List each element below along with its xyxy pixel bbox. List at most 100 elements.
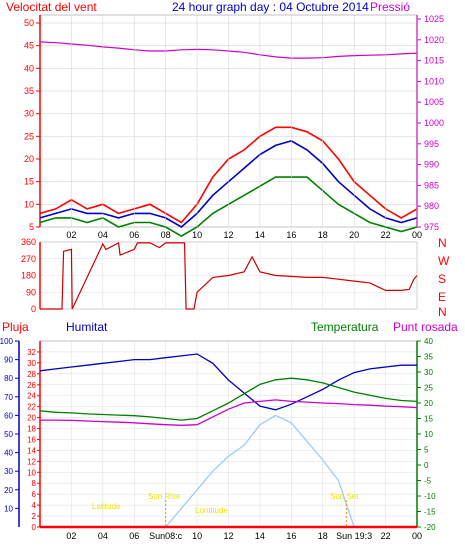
- x-tick-label: 12: [223, 531, 233, 541]
- left-tick-label: 30: [24, 109, 34, 119]
- left-tick-label: 15: [24, 177, 34, 187]
- left-tick-label: 5: [29, 222, 34, 232]
- x-tick-label: 22: [381, 230, 391, 240]
- compass-label: N: [438, 236, 447, 250]
- temp-tick-label: 20: [424, 399, 433, 408]
- humidity-tick-label: 100: [0, 337, 14, 346]
- temp-tick-label: -15: [424, 508, 436, 517]
- right-tick-label: 1010: [424, 76, 444, 86]
- left-tick-label: 40: [24, 63, 34, 73]
- climate-grid: [40, 341, 418, 528]
- x-tick-label: 18: [318, 230, 328, 240]
- left-tick-label: 45: [24, 41, 34, 51]
- x-tick-label: 16: [286, 230, 296, 240]
- x-tick-label: 12: [223, 230, 233, 240]
- temp-tick-label: 40: [424, 337, 433, 346]
- x-tick-label: 10: [192, 230, 202, 240]
- right-tick-label: 1020: [424, 35, 444, 45]
- temp-tick-label: 0: [424, 461, 429, 470]
- x-tick-label: 06: [129, 531, 139, 541]
- temp-tick-label: 15: [424, 415, 433, 424]
- wind-x-ticks: 02 04 06 08 10 12 14 16 18 20 22 00: [66, 15, 422, 240]
- compass-label: W: [438, 254, 450, 268]
- rain-tick-label: 18: [27, 425, 36, 434]
- x-tick-label: 18: [318, 531, 328, 541]
- temp-tick-label: -20: [424, 523, 436, 532]
- x-tick-label: 00: [412, 531, 422, 541]
- x-tick-label: 10: [192, 531, 202, 541]
- pressure-right-axis: 975 980 985 990 995 1000 1005 1010 1015 1020 1025: [416, 14, 444, 232]
- humidity-tick-label: 90: [4, 356, 13, 365]
- humidity-label: Humitat: [66, 320, 108, 334]
- x-tick-label: 16: [286, 531, 296, 541]
- temp-tick-label: -5: [424, 477, 432, 486]
- temperature-label: Temperatura: [311, 320, 379, 334]
- humidity-tick-label: 50: [4, 430, 13, 439]
- series-humidity: [39, 353, 417, 411]
- temp-tick-label: 30: [424, 368, 433, 377]
- right-tick-label: 1000: [424, 118, 444, 128]
- dewpoint-label: Punt rosada: [393, 320, 458, 334]
- chart-title: 24 hour graph day : 04 Octubre 2014: [172, 0, 369, 14]
- rain-tick-label: 16: [27, 435, 36, 444]
- rain-tick-label: 10: [27, 468, 36, 477]
- right-tick-label: 1015: [424, 56, 444, 66]
- latitude-label: Latitude: [92, 502, 121, 511]
- x-tick-label: Sun 19:3: [336, 531, 372, 541]
- dir-tick-label: 360: [21, 237, 36, 247]
- x-tick-label: 22: [381, 531, 391, 541]
- temp-tick-label: 35: [424, 353, 433, 362]
- rain-tick-label: 20: [27, 414, 36, 423]
- humidity-tick-label: 40: [4, 449, 13, 458]
- compass-label: S: [438, 272, 446, 286]
- longitude-label: Lontitude: [195, 506, 228, 515]
- dir-tick-label: 0: [31, 304, 36, 314]
- x-tick-label: 04: [98, 230, 108, 240]
- right-tick-label: 995: [424, 139, 439, 149]
- series-temperature: [39, 377, 418, 421]
- left-tick-label: 10: [24, 199, 34, 209]
- humidity-tick-label: 30: [4, 467, 13, 476]
- compass-label: E: [438, 290, 446, 304]
- x-tick-label: 00: [412, 230, 422, 240]
- right-tick-label: 1005: [424, 97, 444, 107]
- x-tick-label: 04: [98, 531, 108, 541]
- left-tick-label: 35: [24, 86, 34, 96]
- rain-tick-label: 4: [32, 501, 37, 510]
- x-tick-label: 06: [129, 230, 139, 240]
- temp-tick-label: 5: [424, 446, 429, 455]
- left-tick-label: 50: [24, 18, 34, 28]
- climate-x-ticks: 02 04 06 Sun08:c 10 12 14 16 18 Sun 19:3 22 00: [66, 531, 422, 541]
- rain-tick-label: 22: [27, 403, 36, 412]
- pressure-label: Pressió: [370, 0, 410, 14]
- compass-label: N: [438, 305, 447, 319]
- temp-tick-label: 25: [424, 384, 433, 393]
- humidity-tick-label: 70: [4, 393, 13, 402]
- rain-tick-label: 8: [32, 479, 37, 488]
- rain-tick-label: 12: [27, 457, 36, 466]
- series-direction: [40, 241, 418, 310]
- right-tick-label: 990: [424, 160, 439, 170]
- rain-tick-label: 14: [27, 446, 36, 455]
- rain-tick-label: 0: [32, 523, 37, 532]
- climate-series: [39, 353, 418, 529]
- dir-tick-label: 180: [21, 271, 36, 281]
- x-tick-label: 14: [255, 230, 265, 240]
- right-tick-label: 975: [424, 222, 439, 232]
- dir-tick-label: 270: [21, 254, 36, 264]
- rain-tick-label: 6: [32, 490, 37, 499]
- x-tick-label: 08: [161, 230, 171, 240]
- x-tick-label: 02: [66, 230, 76, 240]
- humidity-tick-label: 60: [4, 411, 13, 420]
- direction-series: [40, 241, 418, 310]
- rain-tick-label: 26: [27, 381, 36, 390]
- sunrise-label: Sun Rise: [148, 492, 181, 501]
- rain-tick-label: 28: [27, 370, 36, 379]
- sunset-label: Sun Set: [330, 492, 359, 501]
- right-tick-label: 985: [424, 180, 439, 190]
- rain-label: Pluja: [2, 320, 29, 334]
- x-tick-label: 20: [349, 230, 359, 240]
- temp-tick-label: 10: [424, 430, 433, 439]
